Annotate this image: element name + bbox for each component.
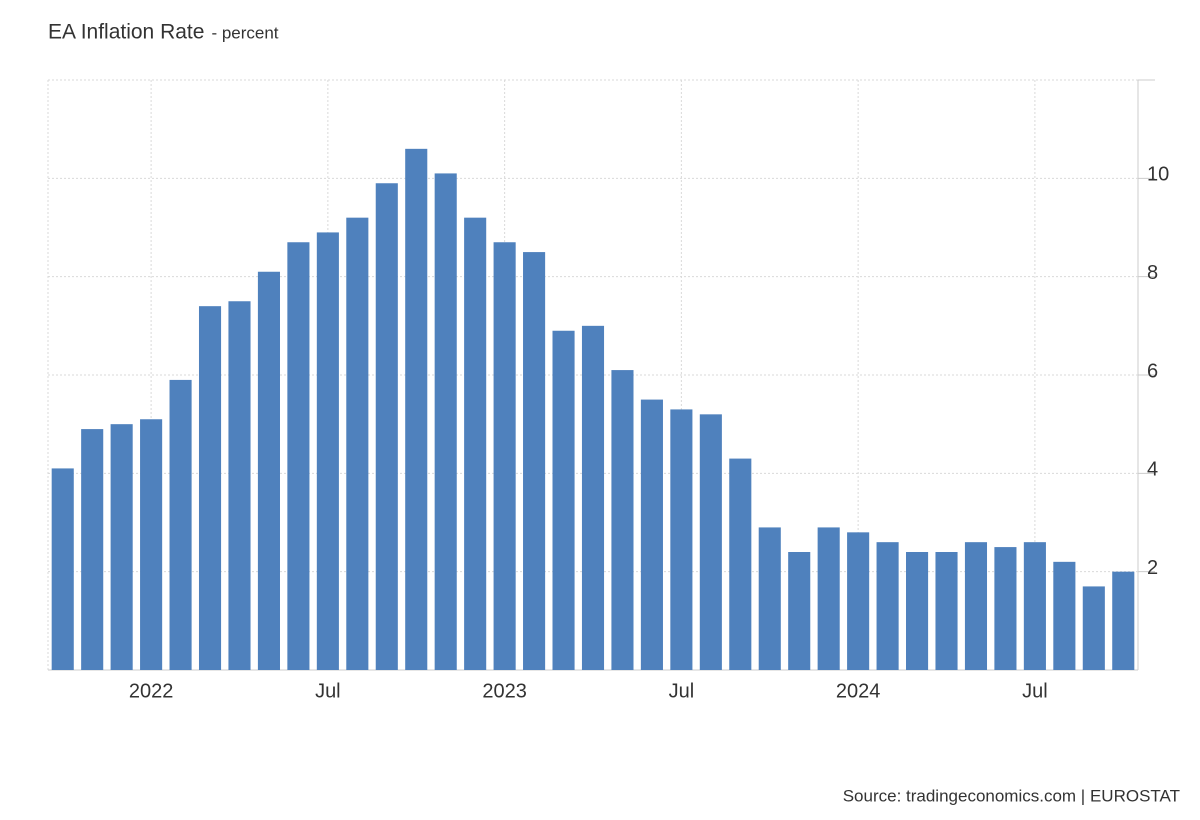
bar (1082, 586, 1105, 670)
bar (140, 419, 163, 670)
bar (994, 547, 1017, 670)
bar (81, 429, 104, 670)
bar (581, 325, 605, 670)
bar (758, 527, 781, 670)
bar (729, 458, 752, 670)
bar (906, 552, 929, 670)
bar (375, 183, 398, 670)
bar (316, 232, 339, 670)
source: Source: tradingeconomics.com | EUROSTAT (843, 786, 1180, 805)
bar (51, 468, 74, 670)
bar (817, 527, 840, 670)
bar (788, 552, 811, 670)
bar (1053, 561, 1076, 670)
bar (847, 532, 870, 670)
bar (110, 424, 133, 670)
bar (169, 379, 192, 670)
bar (699, 414, 722, 670)
bar (257, 271, 280, 670)
x-tick-label: 2022 (129, 680, 174, 702)
x-tick-label: Jul (315, 680, 341, 702)
bar (670, 409, 693, 670)
y-tick-label: 10 (1147, 164, 1169, 186)
bar (405, 148, 428, 671)
bar (964, 542, 988, 670)
bar (611, 370, 634, 670)
bar (876, 542, 899, 670)
bar (434, 173, 457, 670)
y-tick-label: 2 (1147, 557, 1158, 579)
bar (464, 217, 487, 670)
bar (1023, 542, 1046, 670)
bar (346, 217, 369, 670)
x-tick-label: 2023 (482, 680, 527, 702)
y-tick-label: 8 (1147, 262, 1158, 284)
chart-subtitle: - percent (211, 23, 278, 42)
y-tick-label: 4 (1147, 459, 1158, 481)
bar (640, 399, 663, 670)
bar (228, 301, 251, 670)
bar (935, 552, 958, 670)
bar (198, 306, 222, 670)
x-tick-label: 2024 (836, 680, 881, 702)
bar (552, 330, 575, 670)
bar (287, 242, 310, 670)
bar (493, 242, 516, 670)
x-tick-label: Jul (1022, 680, 1048, 702)
bar (1112, 571, 1135, 670)
bar (523, 252, 546, 671)
y-tick-label: 6 (1147, 360, 1158, 382)
x-tick-label: Jul (669, 680, 695, 702)
chart-title: EA Inflation Rate (48, 21, 204, 44)
